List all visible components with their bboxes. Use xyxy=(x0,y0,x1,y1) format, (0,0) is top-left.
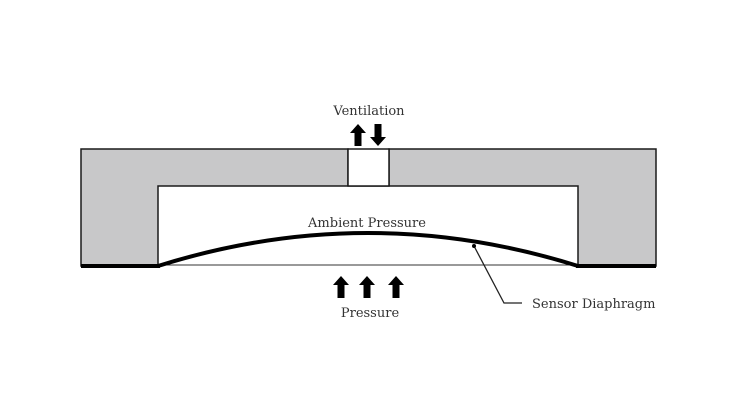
pressure-arrow-up-icon xyxy=(359,276,375,298)
ventilation-label: Ventilation xyxy=(332,104,405,119)
sensor-diaphragm-label: Sensor Diaphragm xyxy=(532,297,655,312)
ambient-pressure-label: Ambient Pressure xyxy=(307,216,426,231)
sensor-diaphragm xyxy=(157,231,579,268)
diaphragm-leader-line xyxy=(473,245,522,304)
arrow-down-icon xyxy=(370,124,386,146)
leader-dot xyxy=(472,244,476,248)
ventilation-opening xyxy=(347,148,390,187)
pressure-arrow-up-icon xyxy=(333,276,349,298)
pressure-arrow-up-icon xyxy=(388,276,404,298)
arrow-up-icon xyxy=(350,124,366,146)
pressure-label: Pressure xyxy=(341,306,400,321)
